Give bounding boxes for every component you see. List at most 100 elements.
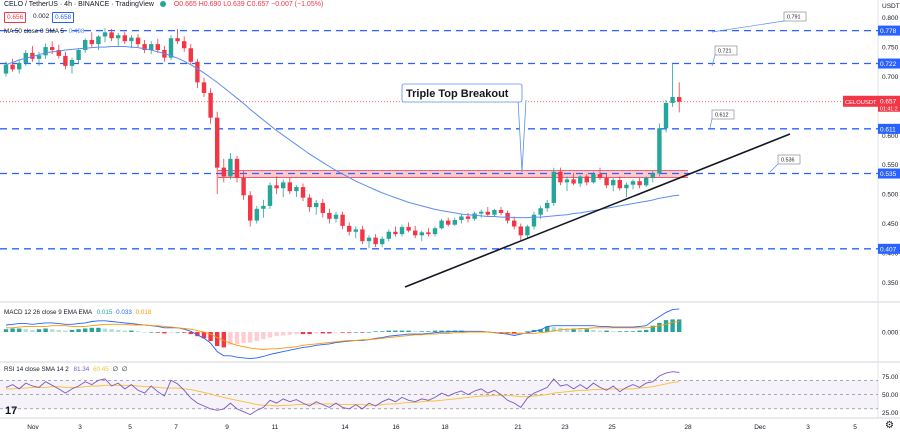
candle-down[interactable]	[208, 92, 213, 118]
candle-up[interactable]	[439, 220, 444, 229]
candle-down[interactable]	[215, 117, 220, 168]
candle-down[interactable]	[241, 177, 246, 196]
candle-up[interactable]	[314, 202, 319, 208]
candle-down[interactable]	[188, 48, 193, 62]
candle-down[interactable]	[182, 41, 187, 49]
candle-down[interactable]	[109, 32, 114, 39]
candle-up[interactable]	[366, 237, 372, 242]
candle-up[interactable]	[399, 227, 405, 235]
candle-up[interactable]	[281, 182, 286, 189]
macd-legend[interactable]: MACD 12 26 close 9 EMA EMA 0.015 0.033 0…	[4, 309, 151, 316]
candle-down[interactable]	[327, 212, 332, 219]
candle-up[interactable]	[644, 177, 649, 186]
candle-down[interactable]	[413, 230, 418, 236]
candle-down[interactable]	[426, 232, 431, 235]
candle-down[interactable]	[175, 38, 180, 42]
candle-down[interactable]	[360, 229, 365, 242]
candle-up[interactable]	[578, 176, 583, 184]
resistance-zone[interactable]	[218, 170, 688, 178]
candle-down[interactable]	[637, 181, 642, 186]
candle-down[interactable]	[89, 40, 94, 45]
candle-up[interactable]	[17, 62, 22, 70]
candle-down[interactable]	[307, 197, 312, 208]
candle-up[interactable]	[663, 102, 669, 129]
callout-box[interactable]	[711, 109, 735, 120]
candle-up[interactable]	[611, 180, 616, 186]
candle-down[interactable]	[571, 179, 576, 184]
candle-up[interactable]	[624, 184, 629, 189]
candle-down[interactable]	[63, 55, 68, 66]
candle-up[interactable]	[670, 97, 675, 103]
callout-box[interactable]	[777, 154, 801, 165]
candle-up[interactable]	[472, 213, 477, 219]
candle-down[interactable]	[320, 202, 325, 213]
candle-down[interactable]	[347, 225, 352, 232]
candle-down[interactable]	[50, 47, 55, 50]
candle-down[interactable]	[300, 187, 306, 198]
candle-up[interactable]	[459, 216, 464, 220]
candle-up[interactable]	[380, 238, 385, 245]
macd-signal-line[interactable]	[6, 321, 680, 350]
candle-down[interactable]	[393, 231, 398, 235]
rsi-sma-line[interactable]	[6, 381, 680, 407]
ascending-trendline[interactable]	[404, 133, 791, 288]
macd-line[interactable]	[5, 308, 680, 360]
candle-up[interactable]	[116, 35, 121, 39]
candle-up[interactable]	[3, 64, 9, 74]
candle-up[interactable]	[353, 229, 358, 232]
candle-up[interactable]	[228, 158, 233, 177]
candle-down[interactable]	[201, 82, 207, 93]
candle-up[interactable]	[564, 179, 570, 183]
candle-up[interactable]	[531, 214, 537, 227]
candle-down[interactable]	[597, 174, 603, 178]
candle-down[interactable]	[512, 220, 517, 227]
candle-down[interactable]	[518, 226, 523, 236]
ma-legend[interactable]: MA 50 close 0 SMA 5 0.498	[4, 28, 84, 35]
rsi-legend[interactable]: RSI 14 close SMA 14 2 81.34 60.45 ∅ ∅	[4, 366, 127, 373]
candle-down[interactable]	[135, 37, 141, 45]
candle-down[interactable]	[122, 35, 127, 42]
candle-down[interactable]	[558, 171, 563, 183]
candle-up[interactable]	[261, 205, 266, 209]
candle-down[interactable]	[155, 44, 160, 50]
candle-down[interactable]	[406, 227, 411, 231]
candle-up[interactable]	[76, 50, 81, 60]
candle-down[interactable]	[56, 50, 61, 56]
candle-down[interactable]	[584, 176, 589, 183]
candle-up[interactable]	[254, 208, 259, 221]
candle-down[interactable]	[465, 216, 471, 219]
sell-price-box[interactable]: 0.656	[4, 12, 27, 23]
candle-up[interactable]	[43, 47, 48, 56]
candle-down[interactable]	[446, 220, 451, 225]
candle-down[interactable]	[373, 237, 378, 245]
candle-down[interactable]	[340, 214, 345, 226]
candle-up[interactable]	[129, 37, 134, 42]
candle-down[interactable]	[604, 177, 609, 186]
candle-down[interactable]	[248, 195, 253, 221]
candle-down[interactable]	[142, 44, 147, 50]
settings-gear-icon[interactable]: ⚙	[885, 420, 894, 431]
callout-box[interactable]	[714, 45, 738, 56]
candle-up[interactable]	[386, 231, 391, 239]
candle-up[interactable]	[525, 226, 530, 236]
candle-down[interactable]	[274, 185, 279, 189]
rsi-line[interactable]	[5, 371, 680, 416]
candle-down[interactable]	[195, 61, 200, 83]
candle-up[interactable]	[149, 44, 154, 50]
candle-up[interactable]	[168, 38, 174, 58]
candle-up[interactable]	[538, 208, 543, 215]
candle-up[interactable]	[630, 181, 636, 185]
candle-up[interactable]	[492, 210, 497, 215]
candle-up[interactable]	[591, 174, 596, 183]
candle-up[interactable]	[419, 232, 424, 236]
candle-down[interactable]	[30, 52, 35, 59]
symbol-title[interactable]: CELO / TetherUS · 4h · BINANCE · Trading…	[4, 1, 154, 8]
candle-up[interactable]	[294, 187, 299, 192]
candle-down[interactable]	[485, 211, 490, 215]
candle-up[interactable]	[102, 32, 108, 37]
candle-up[interactable]	[333, 214, 339, 219]
candle-up[interactable]	[479, 211, 484, 214]
candle-up[interactable]	[69, 60, 75, 66]
candle-down[interactable]	[677, 97, 682, 102]
